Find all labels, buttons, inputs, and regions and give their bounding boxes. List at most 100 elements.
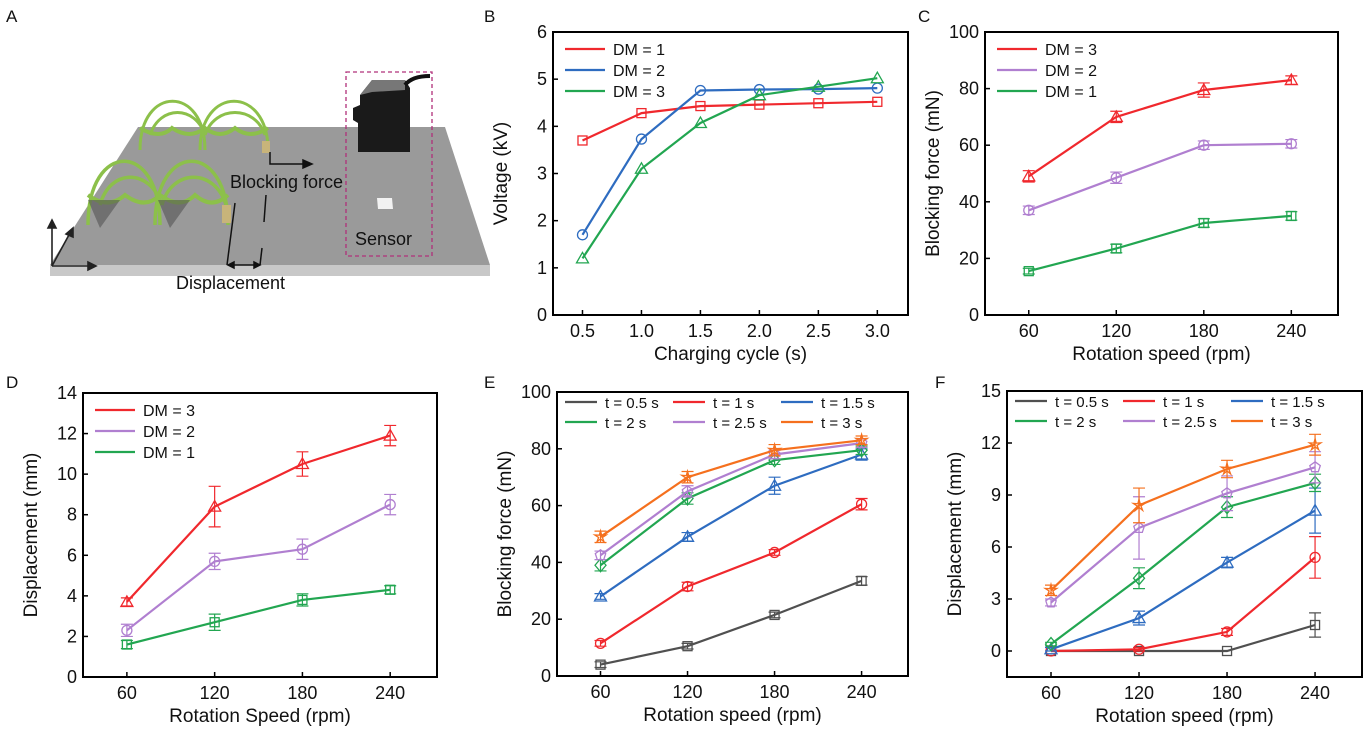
circle-marker [121,624,133,636]
legend-label: t = 2.5 s [1163,414,1217,431]
error-bar [296,538,309,560]
legend-label: t = 2 s [1055,414,1096,431]
series-2 [1043,487,1323,655]
circle-marker [681,580,694,593]
legend-item: DM = 1 [95,445,195,462]
triangle-marker [1284,72,1299,86]
circle-marker [594,637,607,649]
triangle-marker [119,594,135,608]
y-tick-label: 12 [57,424,77,444]
legend-item: t = 1.5 s [781,395,875,412]
x-tick-label: 120 [200,683,230,703]
error-bar [1309,536,1322,579]
y-tick-label: 20 [531,609,551,629]
x-axis-label: Rotation speed (rpm) [1095,706,1273,727]
triangle-marker [680,529,695,542]
circle-marker [209,555,221,568]
x-tick-label: 180 [1212,683,1242,703]
legend-item: t = 0.5 s [565,395,659,412]
y-tick-label: 0 [67,667,77,687]
legend-label: DM = 3 [613,84,665,101]
panel-letter-a: A [6,7,18,26]
y-tick-label: 3 [991,589,1001,609]
series-line [126,588,391,646]
y-tick-label: 14 [57,383,77,403]
panel-letter: D [6,373,18,392]
legend-label: t = 1.5 s [1271,394,1325,411]
star-marker [1307,436,1324,452]
legend-label: DM = 1 [1045,84,1097,101]
triangle-marker [207,499,222,512]
square-marker [297,594,308,606]
legend-item: DM = 3 [95,403,195,420]
legend-label: t = 0.5 s [1055,394,1109,411]
plot-frame [556,391,909,677]
legend-item: DM = 2 [565,63,665,80]
series-line [599,503,863,645]
triangle-marker [870,70,885,84]
y-axis-label: Displacement (mm) [945,452,966,617]
platform-top [50,127,490,265]
square-marker [1111,243,1122,254]
y-axis-label: Displacement (mm) [21,453,42,618]
y-tick-label: 6 [991,537,1001,557]
electrode-back [262,141,270,153]
series-2 [575,70,885,264]
plot-frame [984,31,1339,316]
circle-marker [384,498,396,511]
panel-letter: C [918,7,930,26]
star-marker [679,468,696,485]
legend-label: t = 1.5 s [821,395,875,412]
triangle-marker [634,161,649,174]
y-tick-label: 3 [537,164,547,184]
y-axis-label: Blocking force (mN) [495,451,516,618]
y-tick-label: 6 [67,545,77,565]
series-0 [1045,612,1322,657]
circle-marker [576,229,589,241]
legend-item: t = 1 s [1123,394,1204,411]
series-line [599,442,862,557]
legend-label: t = 3 s [821,415,862,432]
x-tick-label: 240 [1300,683,1330,703]
legend-label: t = 3 s [1271,414,1312,431]
pentagon-marker [1309,460,1322,473]
y-tick-label: 0 [537,305,547,325]
x-tick-label: 180 [287,683,317,703]
legend-label: t = 2 s [605,415,646,432]
series-1 [594,497,868,649]
square-marker [856,575,867,587]
actuator-back [138,99,270,151]
legend-item: t = 2.5 s [673,415,767,432]
blocking-force-label: Blocking force [230,172,343,192]
series-0 [119,424,398,608]
y-axis-label: Blocking force (mN) [923,90,944,257]
error-bar [120,623,133,638]
y-tick-label: 40 [531,552,551,572]
y-tick-label: 2 [67,626,77,646]
error-bar [1022,205,1035,216]
panel-letter: E [484,373,495,392]
y-tick-label: 1 [537,258,547,278]
square-marker [682,641,693,652]
error-bar [208,613,221,631]
y-tick-label: 12 [981,433,1001,453]
star-marker [592,528,609,544]
error-bar [1285,138,1298,149]
square-marker [695,100,706,112]
y-tick-label: 0 [541,666,551,686]
circle-marker [1023,204,1035,216]
error-bar [208,485,221,528]
chart-e: E 0 20 40 60 80 100 60 120 180 240 Rotation speed (… [484,373,909,726]
y-tick-label: 80 [531,439,551,459]
square-marker [595,659,606,670]
triangle-marker [767,478,782,491]
displacement-marker [226,194,267,270]
legend-item: t = 2 s [1015,414,1096,431]
y-tick-label: 80 [959,79,979,99]
pentagon-marker [594,548,607,561]
x-tick-label: 60 [1041,683,1061,703]
series-4 [1045,451,1322,608]
pentagon-marker [1133,521,1146,534]
y-tick-label: 100 [521,382,551,402]
x-axis-label: Rotation speed (rpm) [1072,344,1250,365]
